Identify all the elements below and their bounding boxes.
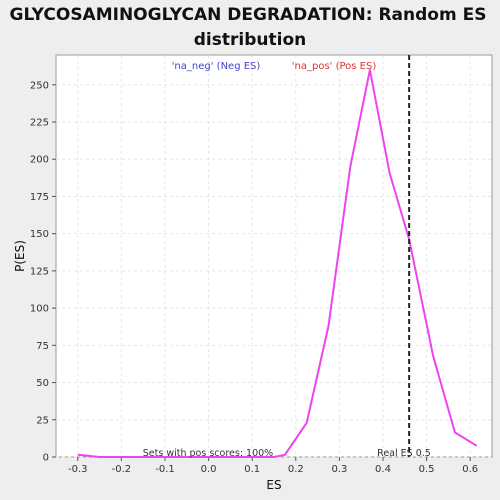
x-tick-label: 0.0 (201, 464, 217, 475)
x-tick-label: 0.2 (288, 464, 304, 475)
legend-neg-es: 'na_neg' (Neg ES) (172, 61, 261, 72)
x-tick-label: -0.1 (155, 464, 175, 475)
x-tick-label: 0.3 (331, 464, 347, 475)
x-axis-label: ES (266, 478, 281, 492)
y-tick-label: 125 (30, 266, 49, 277)
y-tick-label: 150 (30, 229, 49, 240)
y-tick-label: 75 (36, 341, 49, 352)
x-tick-label: 0.6 (462, 464, 478, 475)
y-tick-label: 0 (43, 453, 49, 464)
x-tick-label: -0.2 (112, 464, 132, 475)
y-axis-label: P(ES) (13, 240, 27, 272)
legend-pos-es: 'na_pos' (Pos ES) (292, 61, 377, 72)
y-tick-label: 200 (30, 155, 49, 166)
sets-pos-scores-note: Sets with pos scores: 100% (143, 448, 273, 459)
x-tick-label: -0.3 (68, 464, 88, 475)
y-tick-label: 250 (30, 80, 49, 91)
axis-ticks: -0.3 -0.2 -0.1 0.0 0.1 0.2 0.3 0.4 0.5 0.6 0 25 50 75… (30, 80, 478, 475)
y-tick-label: 25 (36, 415, 49, 426)
chart-title-line-1: GLYCOSAMINOGLYCAN DEGRADATION: Random ES (10, 5, 487, 25)
x-tick-label: 0.4 (375, 464, 391, 475)
real-es-label: Real ES 0.5 (377, 448, 431, 459)
series-layer (77, 55, 478, 458)
y-tick-label: 225 (30, 118, 49, 129)
es-distribution-line (77, 68, 478, 458)
y-tick-label: 175 (30, 192, 49, 203)
x-tick-label: 0.1 (244, 464, 260, 475)
x-tick-label: 0.5 (419, 464, 435, 475)
chart-title-line-2: distribution (194, 30, 306, 50)
y-tick-label: 50 (36, 378, 49, 389)
y-tick-label: 100 (30, 304, 49, 315)
